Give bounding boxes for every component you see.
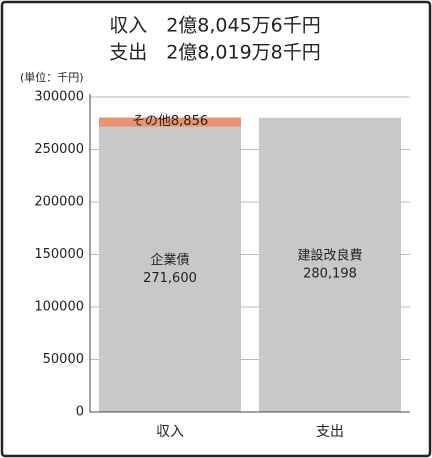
bar-segment (99, 117, 241, 127)
segment-label: その他8,856 (132, 114, 208, 129)
x-tick-label: 支出 (316, 424, 344, 440)
bar-segment (99, 126, 241, 412)
y-tick-label: 300000 (34, 90, 84, 105)
bar-segment (259, 117, 401, 412)
segment-name: 建設改良費 (297, 247, 362, 263)
x-tick-label: 収入 (156, 424, 184, 440)
y-tick-label: 250000 (34, 142, 84, 157)
data-label: 271,600 (143, 271, 197, 286)
data-label: 8,856 (171, 114, 208, 129)
y-tick-label: 100000 (34, 300, 84, 315)
chart-title: 収入 2億8,045万6千円 (109, 15, 321, 37)
y-tick-label: 50000 (43, 352, 84, 367)
chart-title: 支出 2億8,019万8千円 (109, 42, 321, 64)
segment-name: 企業債 (150, 252, 189, 268)
data-label: 280,198 (303, 266, 357, 281)
y-tick-label: 150000 (34, 247, 84, 262)
y-tick-label: 200000 (34, 195, 84, 210)
y-axis-label: (単位：千円) (20, 70, 84, 84)
segment-name: その他 (132, 114, 171, 129)
y-tick-label: 0 (76, 405, 84, 420)
